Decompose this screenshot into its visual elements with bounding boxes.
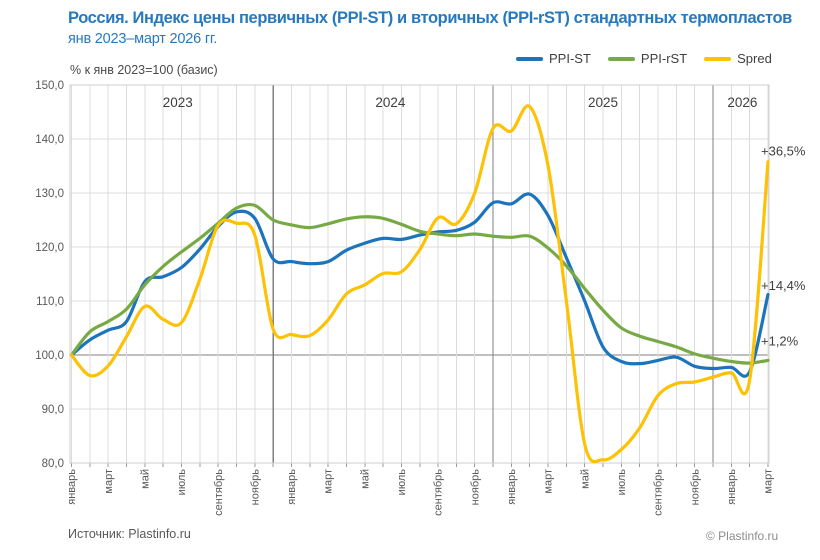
x-tick-label: сентябрь — [213, 469, 225, 516]
copyright-text: © Plastinfo.ru — [706, 529, 779, 543]
y-tick-label: 120,0 — [35, 242, 64, 254]
annotation-label: +14,4% — [761, 278, 806, 293]
x-tick-label: январь — [506, 469, 518, 505]
chart-title: Россия. Индекс цены первичных (PPI-ST) и… — [68, 9, 792, 27]
legend-item-ppi-rst: PPI-rST — [607, 51, 688, 66]
title-block: Россия. Индекс цены первичных (PPI-ST) и… — [68, 9, 792, 47]
y-tick-label: 140,0 — [35, 134, 64, 146]
plot-border — [69, 84, 770, 464]
year-label: 2026 — [727, 95, 757, 110]
x-tick-label: январь — [726, 469, 738, 505]
series-line-spred — [69, 104, 770, 464]
y-tick-label: 110,0 — [36, 296, 64, 308]
source-text: Источник: Plastinfo.ru — [68, 527, 191, 541]
x-tick-label: ноябрь — [689, 469, 701, 506]
x-tick-label: ноябрь — [249, 469, 261, 506]
x-tick-label: май — [139, 469, 151, 489]
chart-legend: PPI-ST PPI-rST Spred — [516, 51, 772, 66]
x-tick-label: ноябрь — [469, 469, 481, 506]
x-tick-label: май — [579, 469, 591, 489]
gridlines: 80,0 90,0 100,0 110,0 120,0 130,0 140,0 150,0 — [35, 80, 769, 470]
year-label: 2024 — [375, 95, 406, 110]
legend-item-ppi-st: PPI-ST — [516, 51, 591, 66]
chart-subtitle: янв 2023–март 2026 гг. — [68, 31, 218, 47]
x-tick-label: март — [763, 469, 775, 494]
x-tick-label: март — [323, 469, 335, 494]
legend-label-spred: Spred — [737, 51, 772, 66]
x-tick-label: март — [543, 469, 555, 494]
x-tick-label: май — [359, 469, 371, 489]
y-tick-label: 150,0 — [35, 80, 64, 92]
x-tick-label: сентябрь — [653, 469, 665, 516]
x-tick-label: июль — [176, 469, 188, 496]
y-tick-label: 100,0 — [35, 350, 64, 362]
year-label: 2023 — [163, 95, 193, 110]
annotation-label: +1,2% — [761, 333, 799, 348]
year-label: 2025 — [588, 95, 618, 110]
legend-item-spred: Spred — [704, 51, 772, 66]
x-tick-label: июль — [616, 469, 628, 496]
series-line-ppi-st — [69, 192, 770, 378]
annotation-label: +36,5% — [761, 143, 806, 158]
y-tick-label: 130,0 — [35, 188, 64, 200]
x-tick-label: январь — [286, 469, 298, 505]
y-tick-label: 90,0 — [42, 404, 64, 416]
legend-swatch-ppi-st — [516, 56, 543, 61]
x-tick-label: март — [103, 469, 115, 494]
legend-label-ppi-rst: PPI-rST — [640, 51, 688, 66]
series-line-ppi-rst — [69, 202, 770, 365]
x-tick-label: июль — [396, 469, 408, 496]
legend-swatch-spred — [704, 56, 732, 61]
legend-label-ppi-st: PPI-ST — [549, 51, 591, 66]
y-tick-label: 80,0 — [42, 458, 64, 470]
x-tick-label: сентябрь — [433, 469, 445, 516]
y-axis-note: % к янв 2023=100 (базис) — [70, 63, 218, 77]
legend-swatch-ppi-rst — [607, 56, 635, 61]
x-tick-label: январь — [66, 469, 78, 505]
